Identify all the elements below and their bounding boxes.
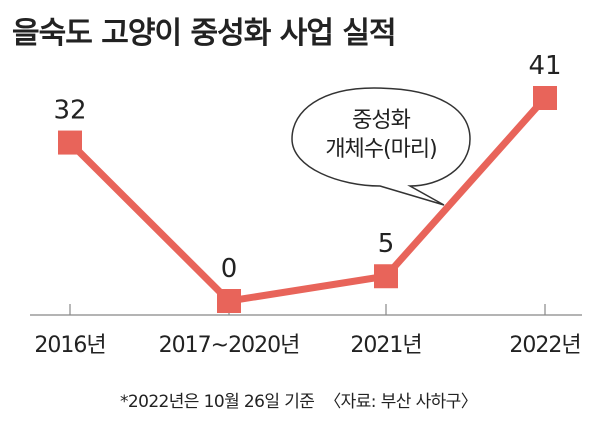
data-point-marker (217, 289, 241, 313)
annotation-callout: 중성화 개체수(마리) (291, 87, 471, 206)
series-line (58, 86, 557, 313)
x-tick-label: 2016년 (34, 333, 105, 358)
x-tick-label: 2022년 (509, 333, 580, 358)
data-label: 41 (528, 51, 561, 81)
x-tick-label: 2021년 (350, 333, 421, 358)
x-axis: 2016년 2017~2020년 2021년 2022년 (30, 304, 582, 358)
callout-line-2: 개체수(마리) (325, 137, 436, 162)
data-label: 5 (378, 229, 395, 259)
data-point-marker (533, 86, 557, 110)
footnote: *2022년은 10월 26일 기준 〈자료: 부산 사하구〉 (120, 387, 478, 412)
x-tick-label: 2017~2020년 (159, 333, 300, 358)
data-point-marker (58, 130, 82, 155)
footnote-source: 〈자료: 부산 사하구〉 (324, 392, 478, 412)
footnote-note: *2022년은 10월 26일 기준 (120, 392, 315, 412)
series-path (67, 95, 548, 305)
chart-title: 을숙도 고양이 중성화 사업 실적 (12, 16, 397, 51)
data-point-marker (374, 264, 398, 289)
callout-line-1: 중성화 (352, 108, 410, 133)
callout-bubble (291, 87, 471, 206)
data-labels: 32 0 5 41 (53, 51, 561, 284)
data-label: 0 (221, 254, 238, 284)
data-label: 32 (53, 96, 86, 126)
